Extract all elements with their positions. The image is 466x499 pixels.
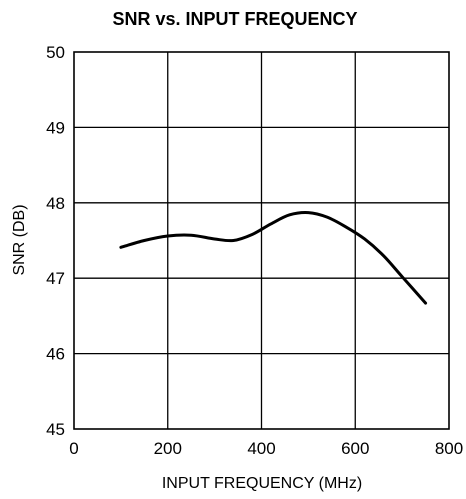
y-tick-label: 46	[46, 345, 65, 364]
chart-title: SNR vs. INPUT FREQUENCY	[112, 9, 357, 29]
x-tick-label: 600	[341, 439, 369, 458]
y-tick-label: 50	[46, 43, 65, 62]
plot-frame	[73, 51, 450, 430]
x-axis-ticks: 0 200 400 600 800	[69, 439, 463, 458]
y-axis-label: SNR (DB)	[11, 204, 28, 275]
grid	[74, 52, 449, 429]
x-axis-label: INPUT FREQUENCY (MHz)	[162, 475, 362, 492]
y-tick-label: 48	[46, 194, 65, 213]
x-tick-label: 200	[154, 439, 182, 458]
x-tick-label: 800	[435, 439, 463, 458]
x-tick-label: 400	[247, 439, 275, 458]
y-axis-ticks: 45 46 47 48 49 50	[46, 43, 65, 439]
y-tick-label: 47	[46, 269, 65, 288]
snr-series-line	[119, 211, 428, 305]
x-tick-label: 0	[69, 439, 78, 458]
y-tick-label: 45	[46, 420, 65, 439]
y-tick-label: 49	[46, 118, 65, 137]
